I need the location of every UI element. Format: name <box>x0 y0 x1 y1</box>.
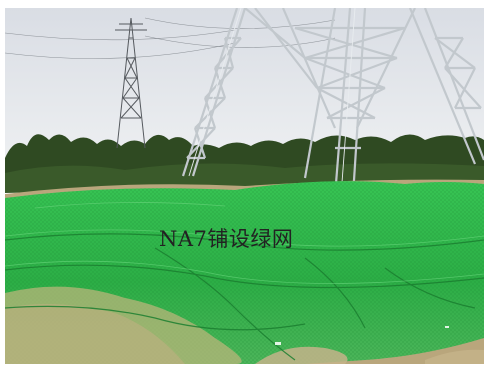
photo-frame: NA7铺设绿网 <box>5 8 484 364</box>
ground-debris <box>275 326 449 345</box>
site-photo <box>5 8 484 364</box>
photo-caption: NA7铺设绿网 <box>159 227 294 251</box>
power-lines <box>5 17 336 59</box>
near-tower-shade <box>188 8 356 197</box>
green-netting <box>5 181 484 364</box>
near-tower <box>181 8 484 197</box>
far-tower <box>115 17 147 149</box>
